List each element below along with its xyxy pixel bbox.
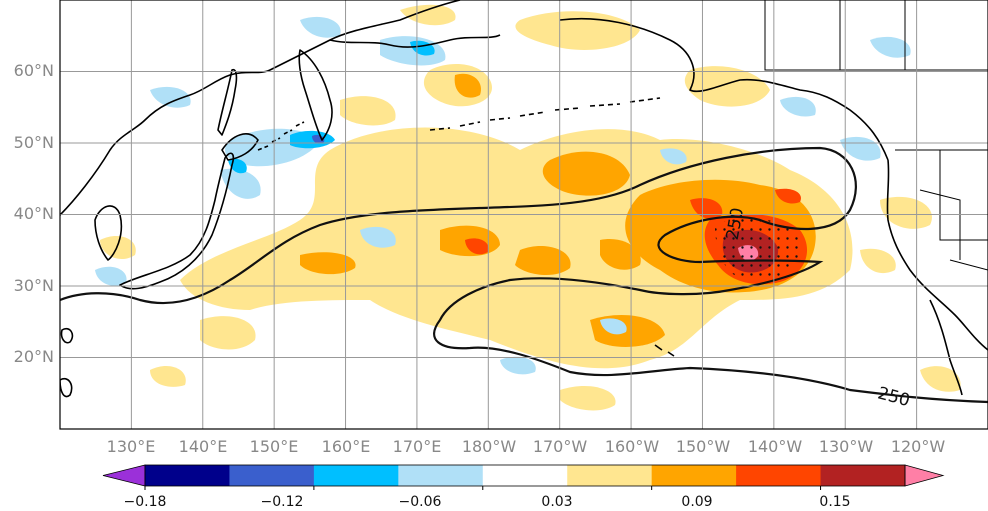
latitude-labels: 60°N 50°N 40°N 30°N 20°N xyxy=(14,61,54,366)
lon-label-140w: 140°W xyxy=(748,437,803,456)
colorbar-segments xyxy=(102,464,945,487)
lon-label-160e: 160°E xyxy=(322,437,371,456)
colorbar-label-minus-0-12: −0.12 xyxy=(261,494,304,510)
contour-250-southern xyxy=(60,146,988,404)
lon-label-130e: 130°E xyxy=(107,437,156,456)
longitude-labels: 130°E 140°E 150°E 160°E 170°E 180°W 170°… xyxy=(107,437,946,456)
contour-250 xyxy=(60,146,988,404)
coast-hokkaido xyxy=(221,133,259,161)
colorbar: −0.18 −0.12 −0.06 0.03 0.09 0.15 xyxy=(102,464,945,510)
colorbar-label-minus-0-18: −0.18 xyxy=(124,494,167,510)
colorbar-extend-min xyxy=(102,464,146,487)
colorbar-segment xyxy=(736,465,822,486)
colorbar-outline xyxy=(144,464,906,487)
coast-hawaii xyxy=(654,344,675,357)
lon-label-150e: 150°E xyxy=(250,437,299,456)
plot-frame xyxy=(59,0,988,430)
coastlines xyxy=(60,0,988,398)
colorbar-segment xyxy=(145,465,230,486)
lon-label-170w: 170°W xyxy=(533,437,588,456)
colorbar-label-minus-0-06: −0.06 xyxy=(399,494,442,510)
lat-label-40n: 40°N xyxy=(14,204,54,223)
coast-north-america-west xyxy=(886,159,988,351)
coast-asia-mainland xyxy=(60,0,461,216)
colorbar-segment xyxy=(482,465,568,486)
lon-label-160w: 160°W xyxy=(605,437,660,456)
colorbar-segment xyxy=(398,465,484,486)
coast-aleutians xyxy=(429,97,661,131)
coast-japan-main xyxy=(119,152,235,290)
coast-sakhalin xyxy=(217,68,238,136)
gridlines xyxy=(60,0,988,429)
coast-small-islands-west xyxy=(60,327,74,398)
map-plot-area: 250 250 xyxy=(59,0,988,430)
coast-alaska xyxy=(559,17,889,161)
lat-label-20n: 20°N xyxy=(14,347,54,366)
lon-label-170e: 170°E xyxy=(393,437,442,456)
colorbar-extend-max xyxy=(904,464,945,487)
political-borders xyxy=(764,0,988,271)
colorbar-segment xyxy=(820,465,906,486)
colorbar-label-0-09: 0.09 xyxy=(681,494,712,510)
coast-baja xyxy=(929,299,963,396)
coast-siberia-east xyxy=(329,34,501,48)
colorbar-segment xyxy=(313,465,399,486)
lon-label-140e: 140°E xyxy=(179,437,228,456)
lon-label-120w: 120°W xyxy=(891,437,946,456)
lat-label-30n: 30°N xyxy=(14,276,54,295)
lat-label-60n: 60°N xyxy=(14,61,54,80)
colorbar-ticks xyxy=(144,486,822,490)
colorbar-label-0-03: 0.03 xyxy=(541,494,572,510)
lon-label-150w: 150°W xyxy=(676,437,731,456)
colorbar-label-0-15: 0.15 xyxy=(819,494,850,510)
colorbar-segment xyxy=(567,465,653,486)
colorbar-segment xyxy=(651,465,737,486)
lon-label-180w: 180°W xyxy=(462,437,517,456)
lat-label-50n: 50°N xyxy=(14,133,54,152)
coast-korea xyxy=(94,205,123,261)
lon-label-130w: 130°W xyxy=(819,437,874,456)
coast-kamchatka xyxy=(298,49,333,141)
colorbar-segment xyxy=(229,465,315,486)
significance-stippling xyxy=(715,218,801,283)
